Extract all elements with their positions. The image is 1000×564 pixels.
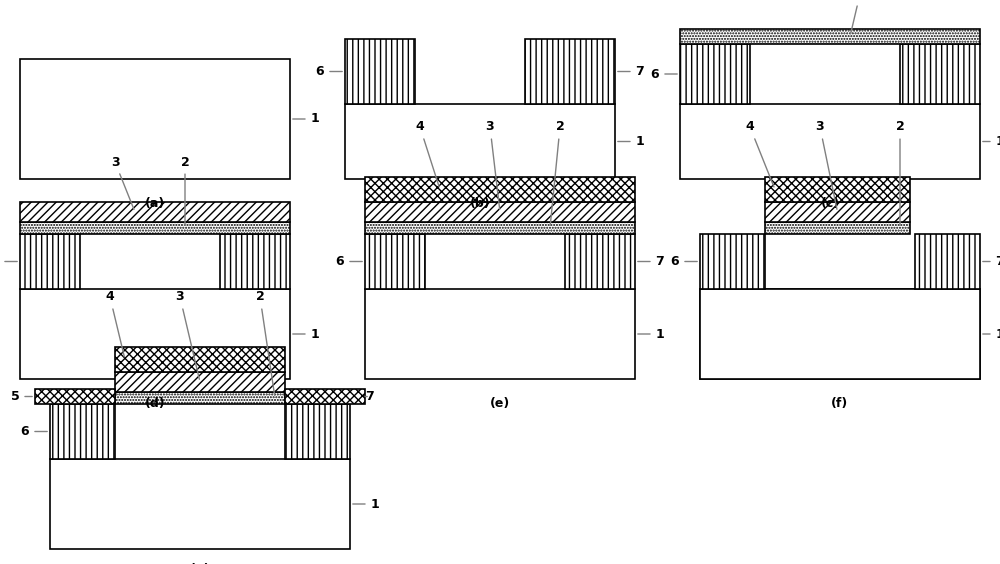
Bar (365, 177, 635, 202)
Bar (115, 347, 285, 372)
Text: 4: 4 (746, 121, 774, 187)
Text: 1: 1 (638, 328, 664, 341)
Bar (680, 29, 980, 44)
Bar (765, 177, 910, 202)
Text: 6: 6 (316, 65, 342, 78)
Bar (915, 234, 980, 289)
Text: (d): (d) (145, 398, 165, 411)
Text: 1: 1 (618, 135, 644, 148)
Text: 6: 6 (336, 255, 362, 268)
Bar (20, 202, 290, 222)
Text: 6: 6 (0, 255, 17, 268)
Text: (a): (a) (145, 197, 165, 210)
Bar (20, 59, 290, 179)
Bar (365, 202, 635, 222)
Bar (115, 392, 285, 404)
Text: (c): (c) (820, 197, 840, 210)
Bar (700, 289, 980, 379)
Bar (565, 234, 635, 289)
Bar (20, 289, 290, 379)
Text: 2: 2 (851, 0, 864, 34)
Bar (50, 459, 350, 549)
Text: 7: 7 (638, 255, 664, 268)
Text: 7: 7 (983, 255, 1000, 268)
Text: 2: 2 (550, 121, 564, 225)
Text: (g): (g) (190, 562, 210, 564)
Bar (365, 222, 635, 234)
Text: (f): (f) (831, 398, 849, 411)
Text: 4: 4 (416, 121, 439, 187)
Bar (35, 389, 115, 404)
Text: 1: 1 (293, 328, 319, 341)
Bar (345, 104, 615, 179)
Bar (285, 404, 350, 459)
Bar (345, 39, 415, 104)
Text: 1: 1 (293, 112, 319, 126)
Bar (680, 104, 980, 179)
Text: (b): (b) (470, 197, 490, 210)
Bar (365, 234, 425, 289)
Text: 6: 6 (21, 425, 47, 438)
Text: 6: 6 (651, 68, 677, 81)
Bar (900, 44, 980, 104)
Text: 3: 3 (816, 121, 837, 209)
Text: (e): (e) (490, 398, 510, 411)
Bar (285, 389, 365, 404)
Bar (525, 39, 615, 104)
Text: 7: 7 (365, 390, 374, 403)
Text: 7: 7 (618, 65, 644, 78)
Text: 1: 1 (983, 328, 1000, 341)
Bar (700, 234, 765, 289)
Bar (50, 404, 115, 459)
Bar (765, 202, 910, 222)
Text: 5: 5 (11, 390, 32, 403)
Bar (220, 234, 290, 289)
Text: 3: 3 (111, 156, 134, 209)
Bar (680, 44, 750, 104)
Bar (115, 372, 285, 392)
Text: 1: 1 (353, 497, 379, 510)
Text: 2: 2 (896, 121, 904, 225)
Text: 4: 4 (106, 290, 124, 357)
Bar (765, 222, 910, 234)
Text: 6: 6 (671, 255, 697, 268)
Text: 3: 3 (486, 121, 500, 209)
Text: 2: 2 (256, 290, 275, 395)
Bar (20, 222, 290, 234)
Bar (20, 234, 80, 289)
Bar (365, 289, 635, 379)
Bar (700, 289, 980, 379)
Text: 1: 1 (983, 135, 1000, 148)
Text: 3: 3 (176, 290, 199, 380)
Text: 2: 2 (181, 156, 189, 225)
